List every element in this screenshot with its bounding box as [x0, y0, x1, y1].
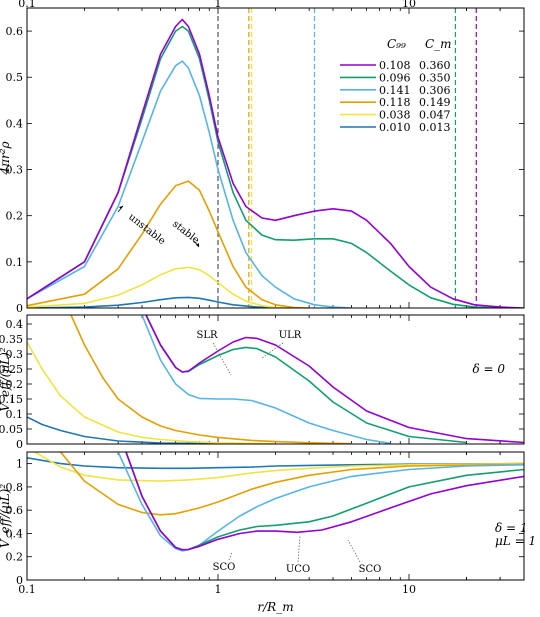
series-line — [59, 452, 524, 516]
x-axis-label: r/R_m — [257, 600, 293, 614]
y-tick-label: 0.2 — [6, 210, 24, 223]
y-tick-label: 1 — [16, 458, 23, 471]
ulr-label: ULR — [279, 330, 302, 341]
y-tick-label: 0.2 — [6, 551, 24, 564]
y-tick-label: 0.8 — [6, 481, 24, 494]
plot-frame — [26, 314, 525, 445]
x-tick-label-top: 0.1 — [18, 0, 36, 10]
series-group — [27, 18, 524, 308]
plot-frame — [26, 7, 525, 309]
legend-header-c99: C₉₉ — [387, 37, 406, 51]
series-group — [27, 452, 524, 552]
unstable-arrowhead — [119, 206, 123, 209]
sco-pointer-1 — [228, 551, 233, 561]
y-axis-label: V_eff/(μL)² — [0, 484, 12, 548]
legend-c99-value: 0.118 — [379, 96, 411, 109]
series-line — [27, 457, 524, 470]
series-line — [117, 452, 524, 552]
series-line — [141, 315, 391, 444]
slr-pointer — [212, 342, 232, 376]
series-group — [27, 315, 524, 444]
sco-pointer-2 — [347, 539, 361, 563]
y-tick-label: 0.1 — [6, 408, 24, 421]
y-tick-label: 0.05 — [0, 423, 23, 436]
x-tick-label: 1 — [215, 583, 222, 596]
series-line — [27, 341, 276, 444]
legend-header-cm: C_m — [425, 37, 452, 51]
y-tick-label: 0 — [16, 574, 23, 587]
y-tick-label: 0.35 — [0, 333, 23, 346]
panel-density: 0 0.1 0.2 0.3 0.4 0.5 0.6 4πr²ρ 0.1 1 10 C₉₉ C_m 0.10… — [0, 0, 525, 315]
y-tick-label: 0.3 — [6, 348, 24, 361]
legend-cm-value: 0.149 — [419, 96, 451, 109]
series-line — [145, 315, 524, 444]
panel-label-muL: μL = 1 — [495, 534, 536, 548]
x-tick-label-top: 10 — [402, 0, 416, 10]
y-axis-label: V_eff/(μL)² — [0, 347, 12, 411]
stability-annotation: unstable stable — [117, 205, 201, 248]
legend-cm-value: 0.306 — [419, 84, 451, 97]
legend: C₉₉ C_m 0.108 0.360 0.096 0.350 0.141 0.306 0.11… — [340, 37, 452, 134]
y-tick-label: 0.4 — [6, 527, 24, 540]
y-tick-label: 0.3 — [6, 164, 24, 177]
y-tick-label: 0 — [16, 302, 23, 315]
plot-frame — [26, 451, 525, 581]
legend-c99-value: 0.010 — [379, 121, 411, 134]
y-axis-label: 4πr²ρ — [0, 141, 12, 175]
legend-c99-value: 0.096 — [379, 71, 411, 84]
series-line — [27, 25, 501, 308]
stable-arrowhead — [196, 243, 199, 247]
x-tick-label-top: 1 — [215, 0, 222, 10]
legend-cm-value: 0.047 — [419, 109, 451, 122]
x-tick-label: 0.1 — [18, 583, 36, 596]
series-line — [27, 180, 310, 308]
series-line — [27, 60, 352, 308]
y-tick-label: 0.25 — [0, 363, 23, 376]
legend-c99-value: 0.038 — [379, 109, 411, 122]
y-tick-label: 0.6 — [6, 504, 24, 517]
legend-cm-value: 0.350 — [419, 71, 451, 84]
y-tick-label: 0.5 — [6, 71, 24, 84]
y-tick-label: 0.4 — [6, 318, 24, 331]
y-tick-label: 0.1 — [6, 256, 24, 269]
stable-label: stable — [170, 219, 201, 247]
ulr-pointer — [261, 342, 284, 359]
legend-cm-value: 0.360 — [419, 59, 451, 72]
slr-label: SLR — [196, 330, 217, 341]
sco-label-1: SCO — [213, 562, 236, 573]
series-line — [27, 18, 524, 308]
y-tick-label: 0 — [16, 438, 23, 451]
x-tick-label: 10 — [402, 583, 416, 596]
y-tick-label: 0.6 — [6, 25, 24, 38]
y-tick-label: 0.15 — [0, 393, 23, 406]
panel-veff-delta1: 0 0.2 0.4 0.6 0.8 1 V_eff/(μL)² 0.1 1 10 r/R_m δ = … — [0, 451, 536, 614]
y-tick-label: 0.4 — [6, 117, 24, 130]
unstable-label: unstable — [126, 212, 167, 248]
series-line — [70, 315, 352, 444]
panel-label-delta: δ = 0 — [472, 362, 505, 376]
sco-label-2: SCO — [359, 564, 382, 575]
legend-c99-value: 0.108 — [379, 59, 411, 72]
legend-c99-value: 0.141 — [379, 84, 411, 97]
series-line — [145, 315, 467, 444]
panel-label-delta: δ = 1 — [495, 521, 528, 535]
y-tick-label: 0.2 — [6, 378, 24, 391]
panel-veff-delta0: 0 0.05 0.1 0.15 0.2 0.25 0.3 0.35 0.4 V_eff/(μL)²… — [0, 314, 525, 451]
series-line — [27, 266, 295, 308]
uco-pointer — [297, 535, 301, 563]
series-line — [27, 296, 276, 308]
uco-label: UCO — [286, 564, 310, 575]
legend-cm-value: 0.013 — [419, 121, 451, 134]
series-line — [125, 452, 524, 551]
series-line — [34, 452, 524, 482]
